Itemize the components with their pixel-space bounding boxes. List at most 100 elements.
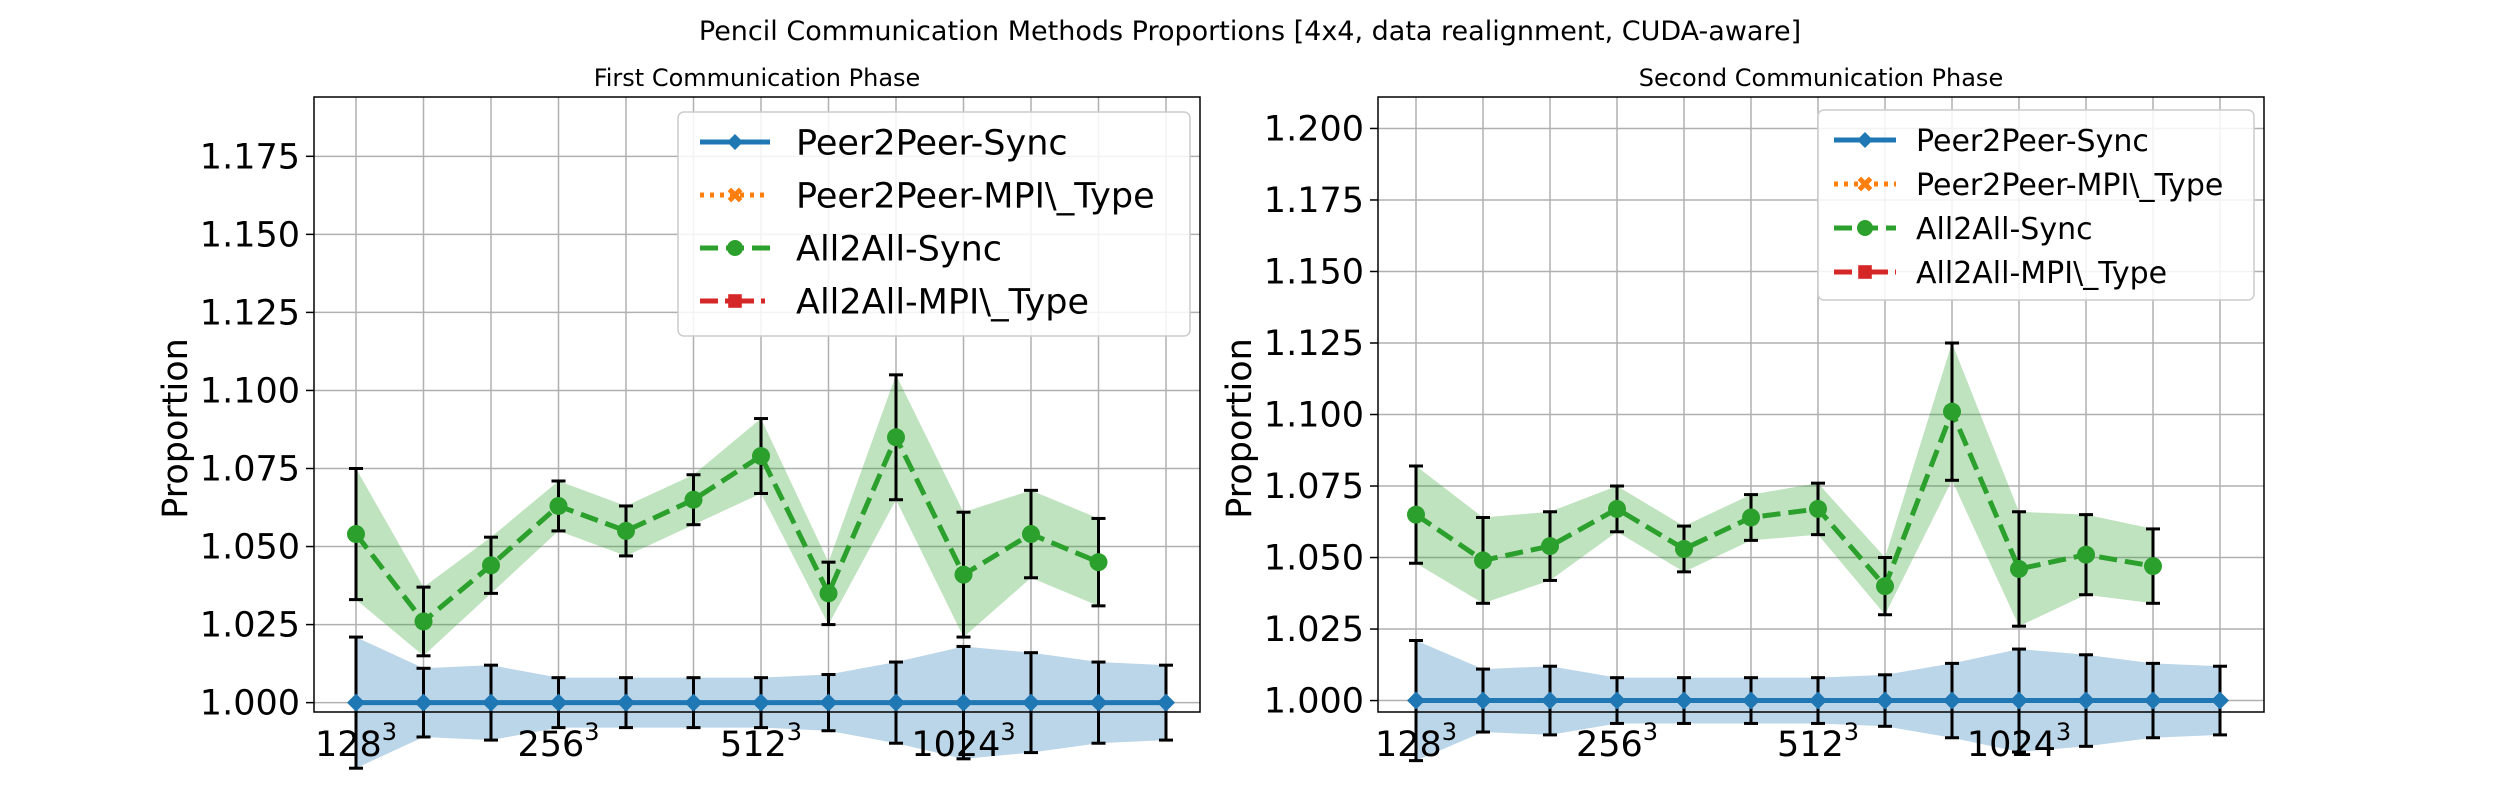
legend-marker-peer2peer-mpi-type	[727, 187, 743, 203]
legend-marker-peer2peer-sync	[727, 134, 743, 150]
peer2peer-sync-point	[954, 693, 973, 712]
x-tick-label: 10243	[911, 718, 1015, 765]
y-tick-label: 1.200	[1264, 109, 1364, 149]
legend-label-all2all-mpi-type: All2All-MPI\_Type	[796, 283, 1089, 323]
legend-label-peer2peer-mpi-type: Peer2Peer-MPI\_Type	[1916, 168, 2223, 203]
legend-marker-peer2peer-sync	[1857, 132, 1873, 148]
all2all-sync-confidence-band	[1416, 343, 2153, 627]
y-tick-label: 1.075	[200, 449, 300, 489]
peer2peer-sync-point	[2010, 691, 2028, 710]
y-tick-label: 1.000	[200, 684, 300, 724]
x-tick-base: 512	[1777, 725, 1844, 765]
legend-marker-all2all-mpi-type	[728, 294, 742, 308]
legend-label-all2all-sync: All2All-Sync	[796, 230, 1002, 270]
all2all-sync-point	[347, 525, 365, 544]
all2all-sync-point	[2144, 557, 2162, 576]
x-tick-label: 5123	[720, 718, 802, 765]
all2all-sync-point	[887, 428, 905, 447]
all2all-sync-point	[414, 612, 433, 631]
all2all-sync-line	[1414, 404, 2154, 591]
x-tick-exponent: 3	[1000, 718, 1015, 746]
peer2peer-sync-point	[1608, 691, 1626, 710]
all2all-sync-point	[1541, 537, 1559, 556]
panel-second-phase: Second Communication Phase 1.000 1.025 1.05…	[1220, 64, 2265, 765]
x-tick-exponent: 3	[584, 718, 599, 746]
all2all-sync-point	[482, 556, 500, 575]
all2all-sync-point	[1022, 525, 1040, 544]
y-tick-label: 1.100	[200, 371, 300, 411]
peer2peer-sync-point	[684, 693, 703, 712]
peer2peer-sync-point	[414, 693, 433, 712]
y-tick-label: 1.175	[1264, 181, 1364, 221]
legend-label-all2all-mpi-type: All2All-MPI\_Type	[1916, 256, 2167, 291]
all2all-sync-confidence-band	[356, 374, 1099, 656]
x-tick-label: 2563	[1576, 718, 1658, 765]
all2all-sync-point	[684, 490, 703, 509]
y-tick-label: 1.050	[200, 528, 300, 568]
y-tick-label: 1.125	[200, 293, 300, 333]
legend-marker-peer2peer-mpi-type	[1857, 176, 1873, 192]
legend-label-peer2peer-sync: Peer2Peer-Sync	[796, 124, 1068, 164]
x-tick-label: 10243	[1967, 718, 2071, 765]
y-axis-label: Proportion	[1220, 338, 1260, 519]
all2all-sync-point	[1675, 539, 1693, 558]
x-tick-base: 256	[517, 725, 584, 765]
y-axis-label: Proportion	[156, 338, 196, 519]
x-tick-exponent: 3	[1643, 718, 1658, 746]
all2all-sync-point	[752, 447, 770, 466]
x-tick-label: 5123	[1777, 718, 1859, 765]
y-tick-label: 1.150	[1264, 252, 1364, 292]
x-tick-base: 1024	[1967, 725, 2056, 765]
y-tick-label: 1.025	[200, 606, 300, 646]
x-tick-label: 1283	[315, 718, 397, 765]
all2all-sync-point	[617, 521, 635, 540]
all2all-sync-point	[1407, 505, 1425, 524]
peer2peer-sync-point	[1022, 693, 1040, 712]
all2all-sync-point	[1809, 499, 1827, 518]
peer2peer-sync-point	[1943, 691, 1961, 710]
peer2peer-sync-point	[819, 693, 838, 712]
y-tick-label: 1.000	[1264, 682, 1364, 722]
panel-first-phase: First Communication Phase 1.000 1.025 1.050…	[156, 64, 1201, 770]
peer2peer-sync-point	[2077, 691, 2095, 710]
all2all-sync-point	[1089, 553, 1108, 572]
x-tick-exponent: 3	[787, 718, 802, 746]
y-tick-label: 1.150	[200, 215, 300, 255]
axes-frame	[1377, 96, 2265, 713]
x-tick-exponent: 3	[2056, 718, 2071, 746]
peer2peer-sync-point	[1157, 693, 1175, 712]
x-tick-exponent: 3	[1442, 718, 1457, 746]
x-tick-exponent: 3	[1844, 718, 1859, 746]
all2all-sync-point	[1943, 402, 1961, 421]
peer2peer-sync-point	[1089, 693, 1108, 712]
y-tick-label: 1.175	[200, 137, 300, 177]
x-tick-label: 1283	[1375, 718, 1457, 765]
legend: Peer2Peer-Sync Peer2Peer-MPI\_Type All2All…	[1817, 109, 2255, 301]
peer2peer-sync-point	[617, 693, 635, 712]
peer2peer-sync-point	[1474, 691, 1492, 710]
legend-label-all2all-sync: All2All-Sync	[1916, 212, 2093, 247]
peer2peer-sync-point	[1407, 691, 1425, 710]
peer2peer-sync-point	[2211, 691, 2229, 710]
all2all-sync-point	[1876, 577, 1894, 596]
y-tick-label: 1.075	[1264, 467, 1364, 507]
x-tick-exponent: 3	[382, 718, 397, 746]
all2all-sync-point	[2010, 559, 2028, 578]
peer2peer-sync-point	[2144, 691, 2162, 710]
peer2peer-sync-point	[482, 693, 500, 712]
legend-marker-all2all-sync	[727, 240, 743, 256]
all2all-sync-point	[1742, 508, 1760, 527]
all2all-sync-point	[954, 565, 973, 584]
legend-marker-all2all-sync	[1857, 220, 1873, 236]
x-tick-base: 128	[1375, 725, 1442, 765]
peer2peer-sync-point	[1675, 691, 1693, 710]
peer2peer-sync-point	[1809, 691, 1827, 710]
peer2peer-sync-point	[752, 693, 770, 712]
y-tick-label: 1.100	[1264, 396, 1364, 436]
figure-suptitle: Pencil Communication Methods Proportions…	[699, 16, 1801, 47]
legend-marker-all2all-mpi-type	[1858, 265, 1872, 279]
all2all-sync-point	[1608, 499, 1626, 518]
x-tick-base: 128	[315, 725, 382, 765]
legend-label-peer2peer-sync: Peer2Peer-Sync	[1916, 124, 2149, 159]
